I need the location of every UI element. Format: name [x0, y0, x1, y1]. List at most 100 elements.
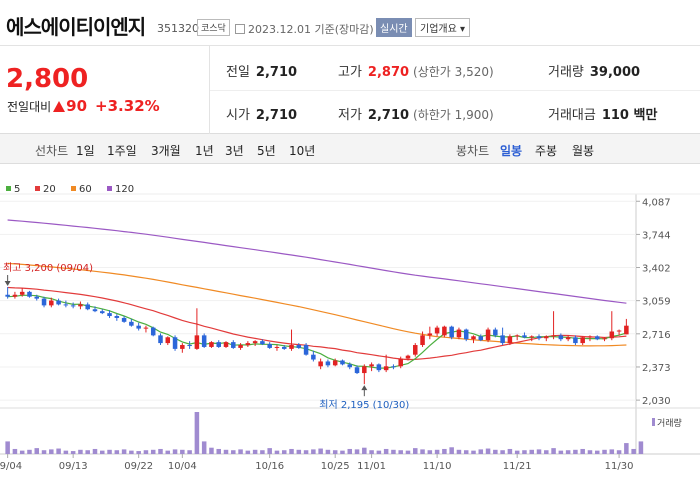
candle-body: [303, 345, 309, 355]
tab-5y[interactable]: 5년: [257, 144, 276, 158]
candle-body: [121, 317, 127, 322]
volume-bar: [332, 450, 338, 454]
high-price: 고가 2,870 (상한가 3,520): [338, 61, 494, 80]
volume-bar: [580, 448, 585, 454]
ma20-line: [7, 286, 627, 361]
candle-body: [27, 291, 32, 297]
candle-body: [340, 360, 345, 365]
prev-close: 전일 2,710: [226, 61, 297, 80]
volume-bar: [594, 450, 600, 454]
tab-3m[interactable]: 3개월: [151, 144, 181, 158]
candle-body: [427, 333, 433, 336]
volume-bar: [114, 450, 120, 454]
candle-body: [296, 345, 302, 348]
volume-bar: [565, 450, 571, 454]
y-tick-label: 3,059: [642, 297, 671, 308]
tab-weekly[interactable]: 주봉: [535, 144, 558, 158]
tab-monthly[interactable]: 월봉: [572, 144, 595, 158]
volume-bar: [493, 449, 498, 454]
market-badge: 코스닥: [197, 19, 230, 36]
candle-body: [318, 361, 323, 367]
high-arrow-head: [4, 281, 11, 287]
volume-bar: [136, 451, 141, 454]
volume-bar: [158, 448, 163, 454]
quote-panel: 2,800 전일대비 90 +3.32% 전일 2,710 시가 2,710 고가 2,8…: [0, 46, 700, 134]
volume-bar: [150, 449, 156, 454]
volume-bar: [616, 450, 622, 454]
volume-bar: [107, 449, 112, 454]
volume-bar: [500, 450, 505, 454]
volume-bar: [172, 449, 178, 454]
candle-chart-label: 봉차트: [456, 144, 490, 158]
volume-bar: [624, 443, 629, 454]
volume-bar: [180, 449, 185, 454]
volume-bar: [347, 448, 353, 454]
low-arrow-head: [361, 385, 368, 391]
tab-10y[interactable]: 10년: [289, 144, 316, 158]
volume-bar: [19, 450, 25, 454]
tab-daily[interactable]: 일봉: [500, 144, 523, 158]
candle-body: [260, 341, 265, 345]
candle-body: [311, 354, 316, 360]
change-label: 전일대비: [7, 100, 52, 114]
tab-1w[interactable]: 1주일: [107, 144, 137, 158]
volume-bar: [56, 448, 61, 454]
candle-body: [478, 336, 484, 341]
volume-legend-swatch: [652, 418, 655, 426]
realtime-button[interactable]: 실시간: [376, 18, 412, 37]
candle-body: [362, 366, 367, 374]
legend-label-ma20: 20: [43, 184, 56, 195]
volume-bar: [209, 447, 214, 454]
legend-label-ma5: 5: [14, 184, 20, 195]
candle-body: [493, 329, 498, 336]
trade-amount: 거래대금 110 백만: [548, 104, 657, 123]
candle-body: [580, 337, 585, 344]
candle-body: [463, 329, 469, 340]
tab-1y[interactable]: 1년: [195, 144, 214, 158]
candle-body: [194, 335, 200, 349]
stock-chart-svg[interactable]: 4,087 3,744 3,402 3,059 2,716 2,373 2,030 5 20 60…: [0, 164, 700, 490]
candle-body: [107, 313, 112, 317]
candle-body: [558, 335, 564, 340]
candle-body: [19, 291, 25, 295]
prev-close-label: 전일: [226, 65, 250, 80]
upper-limit: (상한가 3,520): [413, 65, 494, 79]
volume-bar: [281, 450, 287, 454]
volume-bar: [187, 450, 192, 454]
low-label: 저가: [338, 108, 362, 123]
tab-1d[interactable]: 1일: [76, 144, 95, 158]
candle-body: [165, 337, 171, 344]
volume-bar: [485, 448, 491, 454]
quote-date: 2023.12.01 기준(장마감): [235, 21, 374, 37]
candle-body: [522, 335, 527, 338]
volume-bar: [129, 450, 134, 454]
y-tick-label: 2,030: [642, 396, 671, 407]
volume-bar: [471, 450, 476, 454]
volume-bar: [456, 449, 462, 454]
change-amount: 90: [66, 97, 88, 115]
legend-label-ma120: 120: [115, 184, 134, 195]
volume-bar: [405, 450, 411, 454]
company-info-dropdown[interactable]: 기업개요 ▾: [415, 18, 470, 37]
ma120-line: [7, 219, 627, 304]
volume-bar: [303, 450, 309, 454]
stock-chart[interactable]: 4,087 3,744 3,402 3,059 2,716 2,373 2,030 5 20 60…: [0, 164, 700, 490]
candle-body: [565, 337, 571, 340]
y-tick-label: 2,716: [642, 330, 671, 341]
candle-body: [92, 309, 98, 312]
volume-bar: [85, 450, 90, 454]
candle-body: [231, 342, 236, 348]
volume: 거래량 39,000: [548, 61, 640, 80]
tab-3y[interactable]: 3년: [225, 144, 244, 158]
candle-body: [420, 335, 425, 346]
candle-body: [514, 335, 520, 337]
ma60-line: [7, 262, 627, 347]
volume-bar: [63, 450, 69, 454]
candle-body: [325, 361, 331, 366]
volume-bar: [507, 448, 513, 454]
x-tick-label: 11/10: [423, 461, 452, 472]
candle-body: [70, 305, 76, 307]
candle-body: [267, 344, 272, 348]
candle-body: [180, 345, 185, 349]
candle-body: [449, 326, 454, 338]
